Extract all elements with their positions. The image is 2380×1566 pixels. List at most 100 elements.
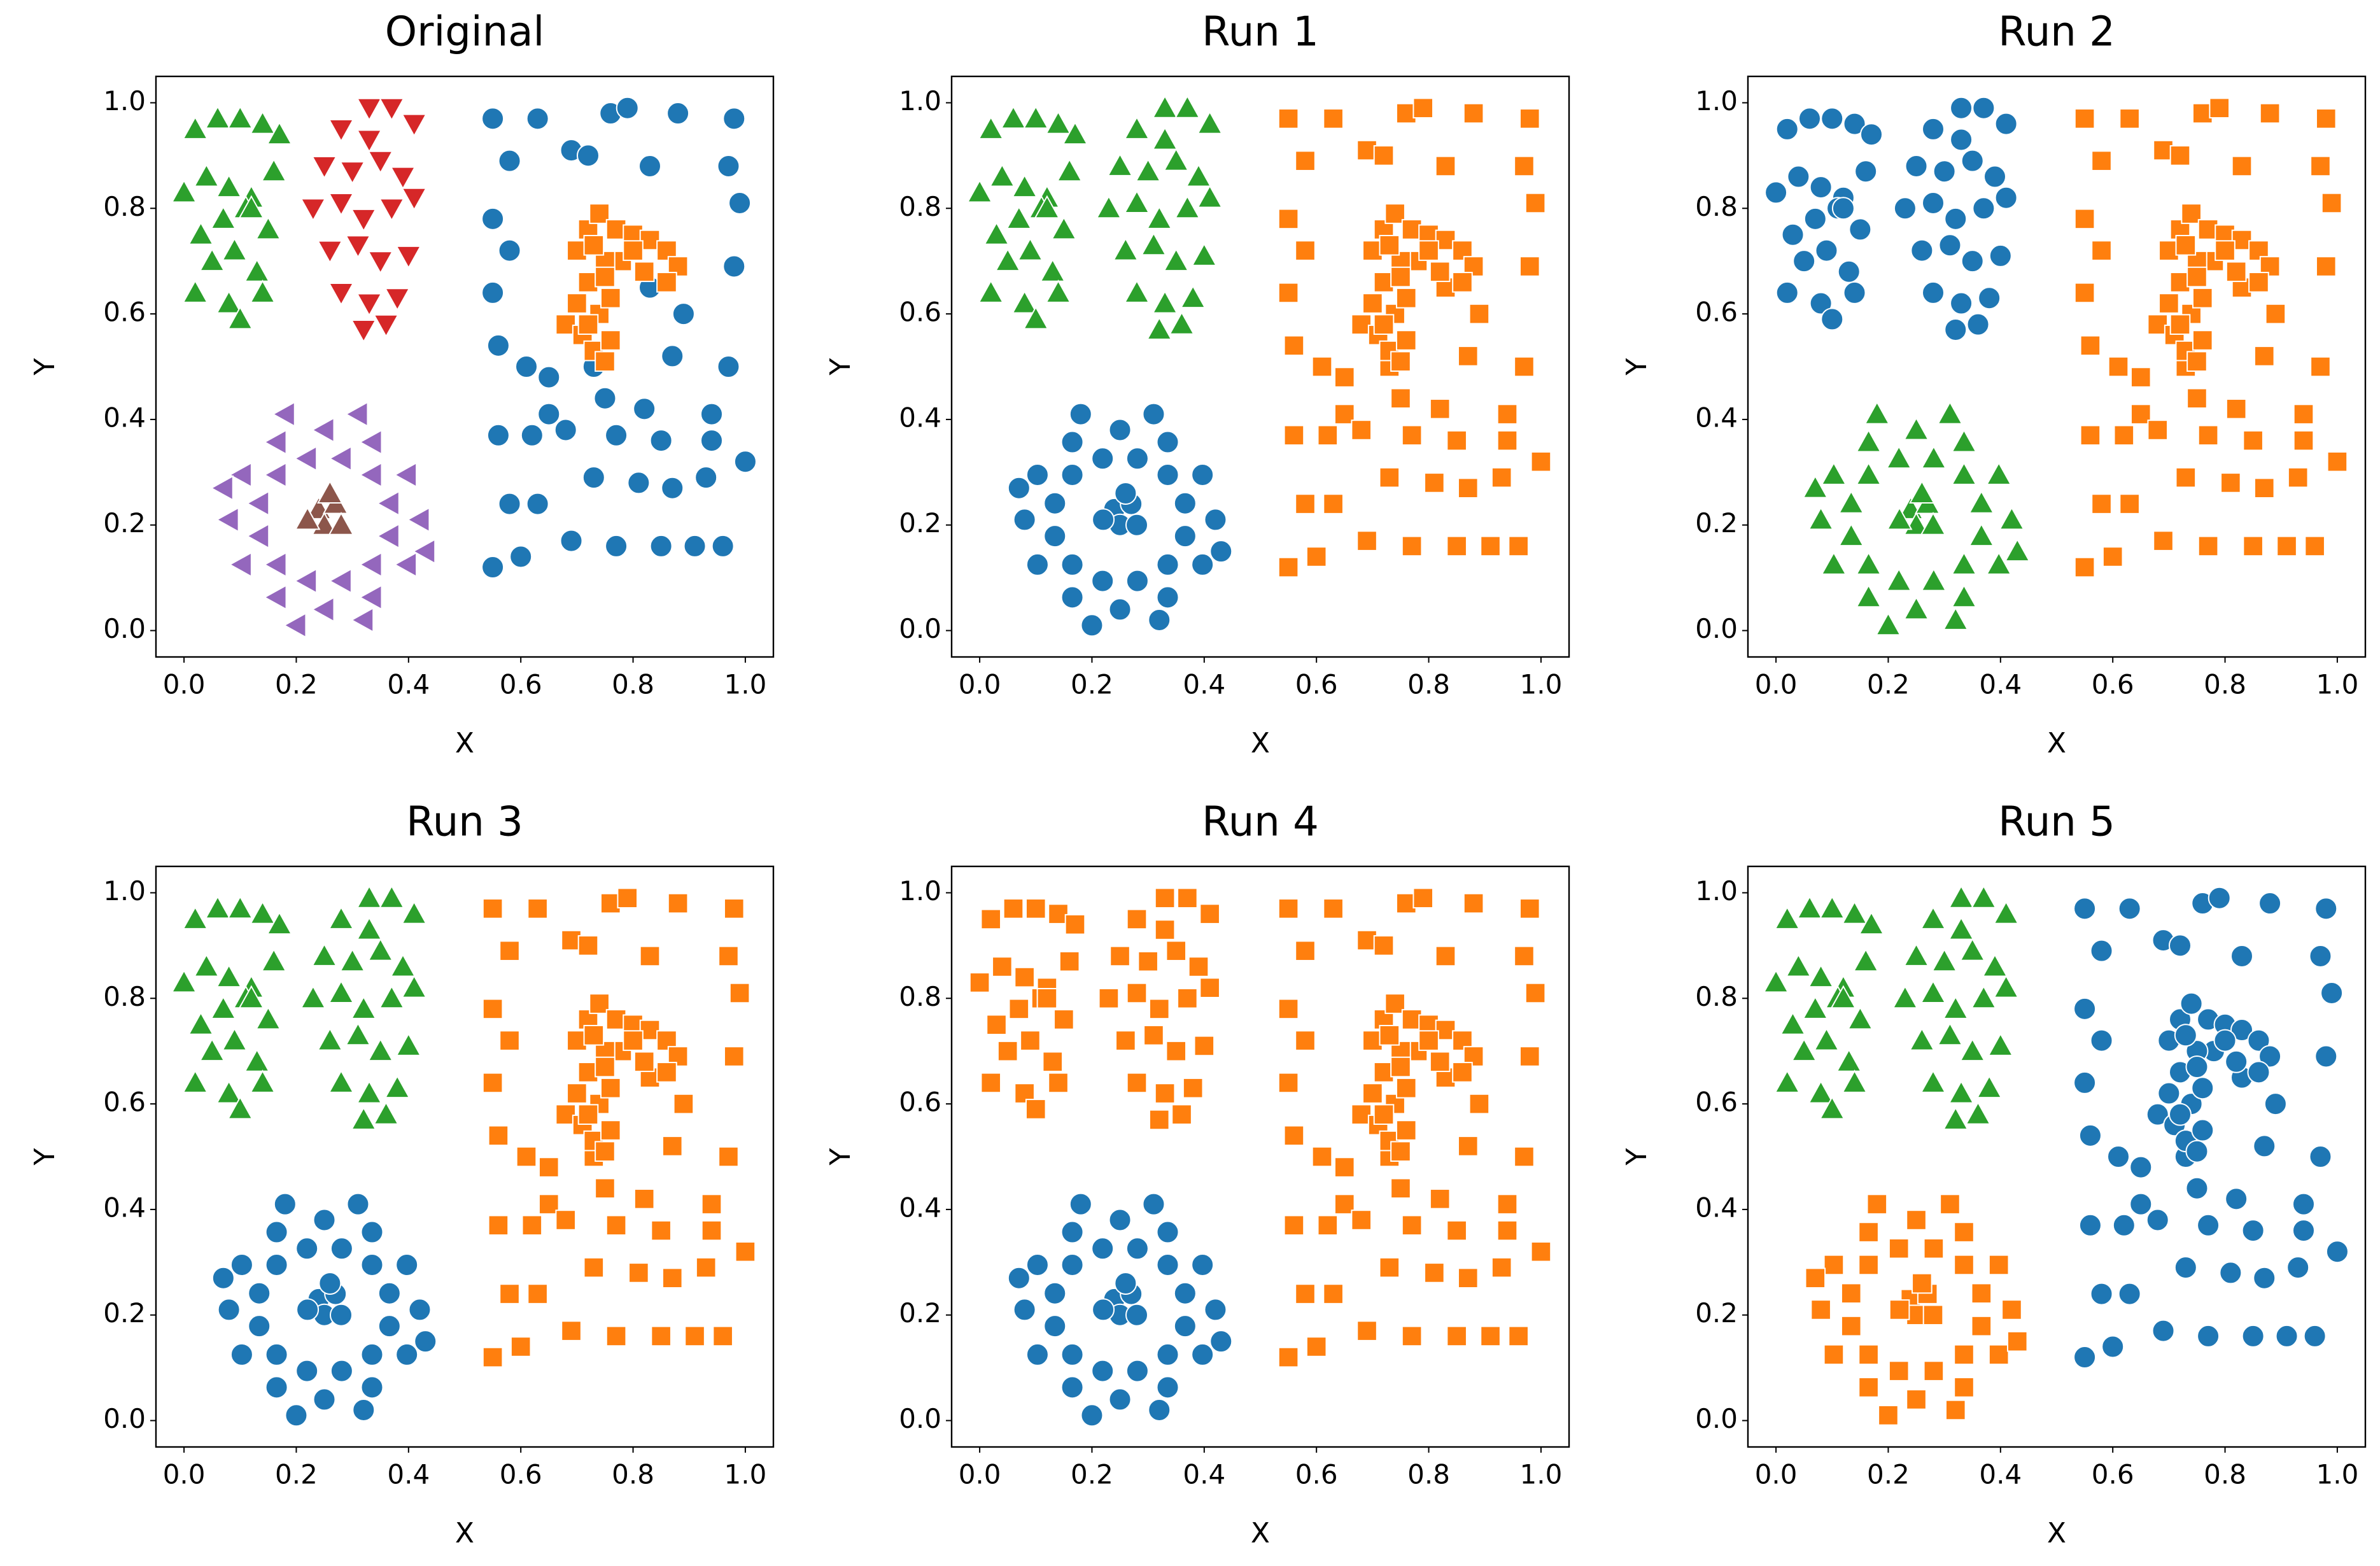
point	[1379, 235, 1400, 256]
point	[313, 1208, 336, 1232]
point	[2101, 1335, 2125, 1358]
point	[595, 351, 616, 372]
y-tick-label: 0.2	[103, 507, 146, 539]
point	[272, 401, 295, 428]
point	[1069, 402, 1092, 426]
x-tick-label: 1.0	[724, 1459, 767, 1490]
point	[1154, 919, 1176, 940]
point	[1179, 285, 1206, 309]
point	[701, 1194, 722, 1215]
point	[1830, 985, 1857, 1009]
point	[263, 551, 287, 578]
point	[595, 1141, 616, 1162]
point	[1115, 1030, 1136, 1051]
point	[2247, 1061, 2271, 1084]
point	[1903, 596, 1929, 620]
point	[406, 507, 430, 533]
point	[1108, 1208, 1132, 1232]
point	[722, 107, 746, 130]
point	[2107, 1145, 2130, 1168]
point	[2174, 1024, 2197, 1047]
point	[1156, 1376, 1179, 1399]
point	[358, 551, 383, 578]
point	[1311, 356, 1333, 377]
point	[1860, 123, 1883, 146]
point	[1123, 279, 1150, 303]
x-tick-label: 0.6	[1295, 1459, 1338, 1490]
point	[1809, 292, 1833, 315]
point	[723, 898, 745, 919]
point	[1039, 258, 1066, 282]
point	[1978, 286, 2001, 310]
point	[376, 523, 400, 549]
point	[2265, 303, 2286, 325]
point	[1858, 1377, 1879, 1398]
point	[1866, 1194, 1888, 1215]
point	[1123, 190, 1150, 213]
point	[1954, 1344, 1975, 1365]
point	[1356, 1320, 1377, 1341]
point	[316, 240, 343, 264]
point	[1092, 1298, 1115, 1322]
point	[2327, 451, 2348, 472]
point	[328, 1069, 355, 1093]
point	[246, 490, 270, 517]
point	[1199, 903, 1220, 924]
point	[1970, 985, 1997, 1009]
point	[2286, 1256, 2310, 1280]
point	[605, 423, 628, 447]
point	[515, 355, 538, 378]
point	[651, 1220, 672, 1241]
point	[345, 235, 371, 259]
series	[555, 203, 689, 372]
point	[1148, 1109, 1170, 1131]
point	[1278, 108, 1299, 129]
point	[2225, 1050, 2248, 1073]
point	[356, 97, 383, 122]
point	[656, 272, 677, 293]
point	[1022, 306, 1049, 330]
point	[2118, 897, 2141, 921]
point	[1838, 523, 1864, 547]
point	[1095, 195, 1122, 219]
point	[498, 239, 521, 262]
point	[2179, 992, 2203, 1015]
point	[263, 462, 287, 488]
y-tick-label: 0.2	[103, 1297, 146, 1329]
y-tick-label: 0.2	[1695, 1297, 1738, 1329]
point	[1945, 1399, 1966, 1421]
point	[1199, 977, 1220, 998]
point	[1401, 425, 1423, 446]
point	[1146, 316, 1172, 340]
point	[482, 998, 503, 1020]
point	[1126, 982, 1148, 1004]
point	[555, 1210, 577, 1231]
point	[2169, 314, 2191, 335]
series	[1007, 1192, 1233, 1427]
point	[1351, 420, 1372, 441]
point	[583, 1025, 605, 1046]
point	[499, 940, 520, 961]
point	[1940, 1194, 1961, 1215]
point	[649, 429, 673, 453]
point	[215, 507, 239, 533]
point	[1937, 400, 1963, 425]
point	[1025, 898, 1046, 919]
point	[1412, 887, 1434, 909]
point	[2192, 287, 2213, 309]
point	[1508, 1325, 1529, 1347]
point	[248, 1315, 271, 1338]
point	[481, 107, 505, 130]
point	[1148, 998, 1170, 1020]
point	[2129, 1155, 2153, 1179]
point	[238, 985, 265, 1009]
point	[1278, 1072, 1299, 1094]
point	[1886, 506, 1913, 530]
point	[633, 1189, 655, 1210]
series	[294, 480, 355, 535]
x-tick-label: 0.0	[163, 669, 206, 700]
point	[193, 163, 220, 187]
point	[360, 1376, 384, 1399]
point	[1154, 887, 1176, 909]
point	[378, 884, 405, 908]
